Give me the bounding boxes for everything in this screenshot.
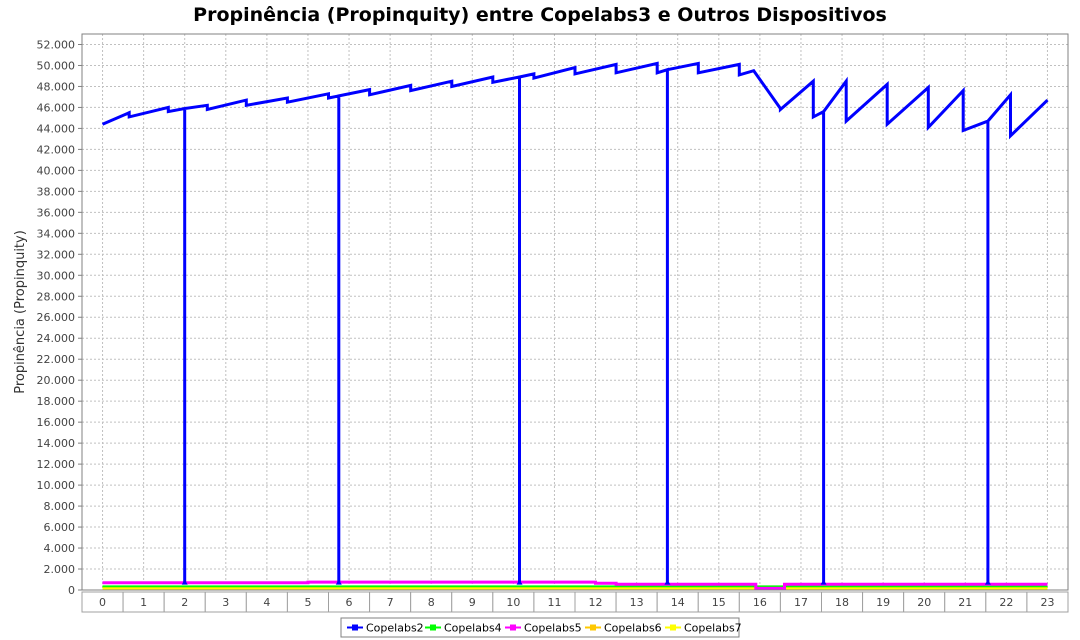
legend-entry-copelabs2: Copelabs2: [366, 622, 424, 635]
y-tick-label: 14.000: [37, 437, 76, 450]
y-tick-label: 8.000: [44, 500, 76, 513]
legend-entry-copelabs6: Copelabs6: [604, 622, 662, 635]
series-line-copelabs2: [101, 61, 1049, 583]
y-tick-label: 24.000: [37, 332, 76, 345]
x-tick-label: 3: [222, 596, 229, 609]
plot-area: [82, 34, 1068, 590]
x-tick-label: 23: [1040, 596, 1054, 609]
legend-entry-copelabs7: Copelabs7: [684, 622, 742, 635]
x-tick-label: 15: [712, 596, 726, 609]
x-tick-label: 4: [263, 596, 270, 609]
y-tick-label: 36.000: [37, 206, 76, 219]
x-tick-label: 17: [794, 596, 808, 609]
grid-lines: [82, 34, 1068, 591]
series-lines: [101, 61, 1049, 591]
y-tick-label: 12.000: [37, 458, 76, 471]
legend-entry-copelabs5: Copelabs5: [524, 622, 582, 635]
series-point-copelabs2: [984, 579, 991, 585]
series-point-copelabs2: [181, 579, 188, 585]
series-point-copelabs2: [516, 579, 523, 585]
x-tick-label: 5: [304, 596, 311, 609]
y-tick-label: 2.000: [44, 563, 76, 576]
y-tick-label: 16.000: [37, 416, 76, 429]
y-axis: 0 2.000 4.000 6.000 8.000 10.000 12.000 14.000 1…: [37, 38, 82, 597]
y-tick-label: 6.000: [44, 521, 76, 534]
x-tick-label: 8: [428, 596, 435, 609]
y-tick-label: 52.000: [37, 38, 76, 51]
y-axis-label: Propinência (Propinquity): [13, 230, 28, 394]
y-tick-label: 50.000: [37, 59, 76, 72]
y-tick-label: 0: [68, 584, 75, 597]
chart-title: Propinência (Propinquity) entre Copelabs…: [193, 4, 887, 26]
y-tick-label: 46.000: [37, 101, 76, 114]
x-category-box: [1026, 591, 1069, 613]
x-tick-label: 0: [99, 596, 106, 609]
x-tick-label: 21: [958, 596, 972, 609]
y-tick-label: 42.000: [37, 143, 76, 156]
legend-marker-copelabs4: [430, 624, 436, 631]
x-tick-label: 19: [876, 596, 890, 609]
y-tick-label: 44.000: [37, 122, 76, 135]
y-tick-label: 20.000: [37, 374, 76, 387]
x-tick-label: 18: [835, 596, 849, 609]
x-tick-label: 12: [589, 596, 603, 609]
plot-border: [81, 33, 1069, 591]
series-point-copelabs2: [664, 579, 671, 585]
x-axis: 0 1 2 3 4 5 6 7 8 9 10 11 12 13 14 15 16 17 18 19 20 21 22 23: [81, 591, 1069, 613]
x-tick-label: 13: [630, 596, 644, 609]
x-tick-label: 22: [999, 596, 1013, 609]
y-tick-label: 48.000: [37, 80, 76, 93]
y-tick-label: 22.000: [37, 353, 76, 366]
x-tick-label: 16: [753, 596, 767, 609]
legend-marker-copelabs6: [590, 624, 596, 631]
x-tick-label: 6: [346, 596, 353, 609]
x-tick-label: 1: [140, 596, 147, 609]
x-tick-label: 11: [547, 596, 561, 609]
series-point-copelabs2: [820, 579, 827, 585]
y-tick-label: 38.000: [37, 185, 76, 198]
y-tick-label: 28.000: [37, 290, 76, 303]
legend-marker-copelabs7: [670, 624, 676, 631]
legend-entry-copelabs4: Copelabs4: [444, 622, 502, 635]
y-tick-label: 26.000: [37, 311, 76, 324]
x-tick-label: 2: [181, 596, 188, 609]
series-line-copelabs5: [102, 580, 1048, 590]
y-tick-label: 40.000: [37, 164, 76, 177]
x-tick-label: 7: [387, 596, 394, 609]
x-tick-label: 10: [506, 596, 520, 609]
legend-marker-copelabs2: [352, 624, 358, 631]
y-tick-label: 34.000: [37, 227, 76, 240]
y-tick-label: 10.000: [37, 479, 76, 492]
x-tick-label: 20: [917, 596, 931, 609]
legend: Copelabs2 Copelabs4 Copelabs5 Copelabs6 Cope…: [340, 617, 742, 638]
x-tick-label: 14: [671, 596, 685, 609]
y-tick-label: 30.000: [37, 269, 76, 282]
x-tick-label: 9: [469, 596, 476, 609]
y-tick-label: 4.000: [44, 542, 76, 555]
series-point-copelabs2: [335, 579, 342, 585]
legend-marker-copelabs5: [510, 624, 516, 631]
y-tick-label: 18.000: [37, 395, 76, 408]
legend-box: [340, 617, 740, 638]
y-tick-label: 32.000: [37, 248, 76, 261]
